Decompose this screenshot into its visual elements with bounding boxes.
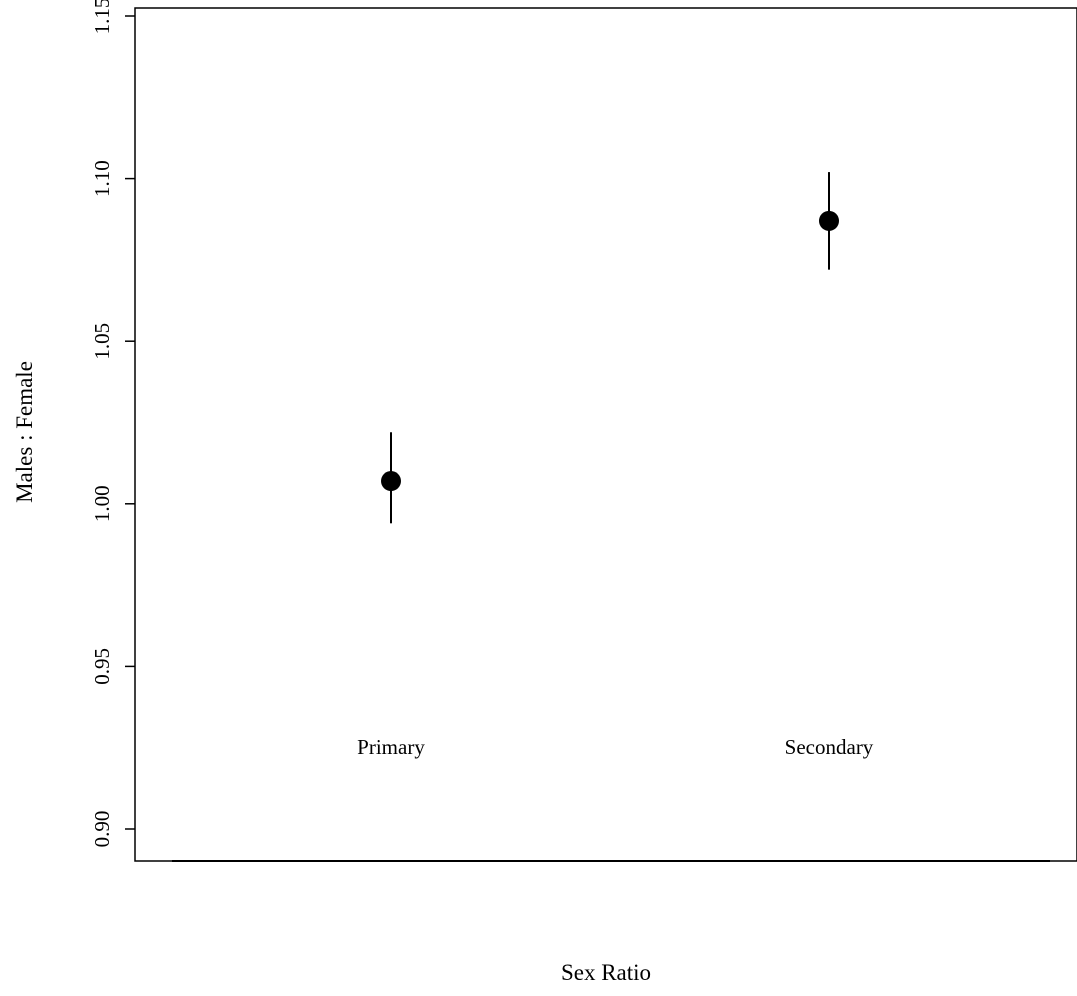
y-tick-label: 1.05: [90, 323, 114, 360]
x-category-labels: Primary Secondary: [357, 735, 874, 759]
y-tick-label: 1.10: [90, 160, 114, 197]
y-tick-label: 1.00: [90, 485, 114, 522]
x-axis-title: Sex Ratio: [561, 960, 651, 985]
data-point: [819, 210, 839, 231]
data-point: [381, 471, 401, 492]
y-axis: 0.90 0.95 1.00 1.05 1.10 1.15: [90, 0, 135, 847]
y-axis-title: Males : Female: [12, 361, 37, 503]
data-marks: [381, 172, 839, 524]
y-tick-label: 0.95: [90, 648, 114, 685]
y-tick-label: 0.90: [90, 811, 114, 848]
x-category-label: Primary: [357, 735, 425, 759]
plot-frame: [134, 7, 1077, 862]
y-tick-label: 1.15: [90, 0, 114, 34]
x-category-label: Secondary: [785, 735, 874, 759]
